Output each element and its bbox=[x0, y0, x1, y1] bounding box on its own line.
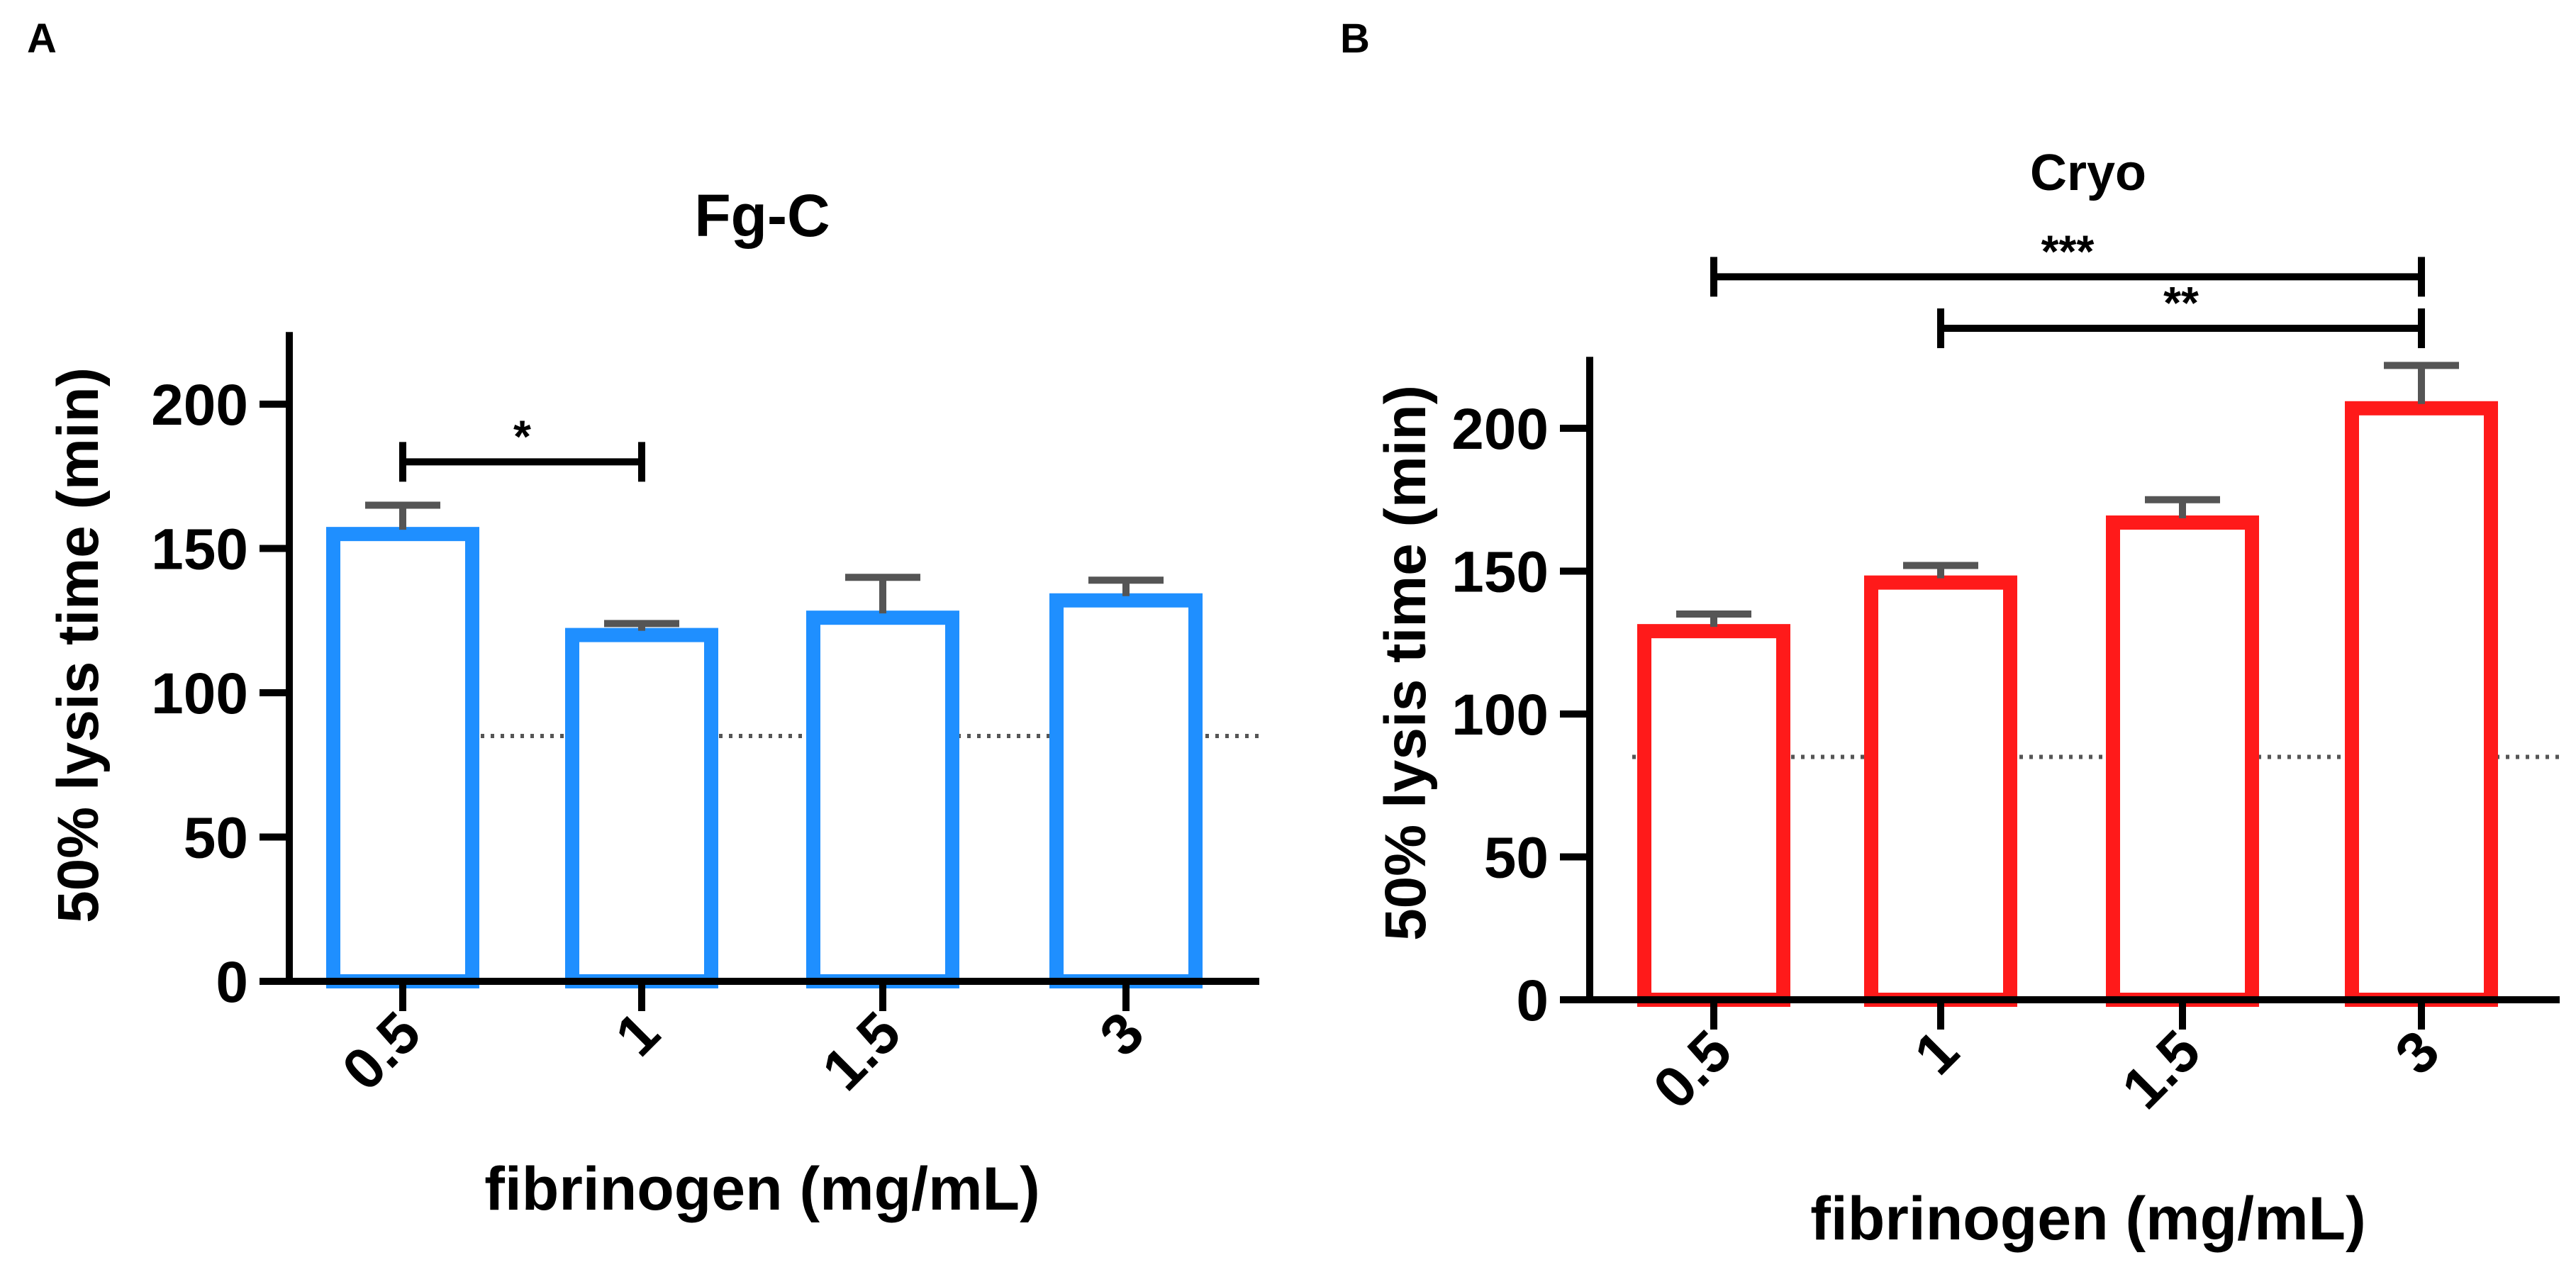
panel-a-ytick-label-3: 150 bbox=[151, 518, 248, 582]
panel-b-error-0 bbox=[1676, 610, 1751, 628]
panel-b-xtick-label-1: 1 bbox=[1902, 1018, 1971, 1087]
panel-a-label: A bbox=[27, 16, 57, 62]
panel-a-ytick-label-2: 100 bbox=[151, 662, 248, 726]
panel-a-xtick-label-1: 1 bbox=[603, 1000, 672, 1069]
panel-b-ytick-label-4: 200 bbox=[1451, 397, 1549, 462]
panel-b-bar-0 bbox=[1637, 624, 1790, 1007]
panel-b-x-axis: 0.5 1 1.5 3 bbox=[1586, 996, 2560, 1121]
panel-a-ytick-label-0: 0 bbox=[216, 950, 248, 1015]
panel-b-xtick-label-3: 3 bbox=[2383, 1018, 2452, 1087]
panel-b-title: Cryo bbox=[2030, 145, 2146, 201]
panel-b-label: B bbox=[1340, 16, 1370, 62]
panel-b-bar-1 bbox=[1864, 575, 2017, 1007]
panel-b-error-2 bbox=[2145, 496, 2220, 518]
panel-a-ytick-label-4: 200 bbox=[151, 373, 248, 437]
panel-b-error-1 bbox=[1903, 562, 1978, 579]
panel-b-bar-3 bbox=[2345, 401, 2498, 1007]
panel-b: B Cryo *** ** bbox=[1340, 16, 2560, 1253]
panel-b-sig-1-label: ** bbox=[2163, 277, 2199, 328]
panel-a-significance: * bbox=[399, 411, 645, 482]
panel-a-sig-label: * bbox=[513, 411, 531, 462]
panel-b-xtick-label-2: 1.5 bbox=[2110, 1018, 2213, 1121]
panel-b-ytick-label-2: 100 bbox=[1451, 683, 1549, 747]
panel-a-bar-1 bbox=[565, 628, 718, 988]
panel-b-xtick-label-0: 0.5 bbox=[1641, 1018, 1744, 1121]
panel-a-error-0 bbox=[365, 501, 440, 530]
panel-b-bar-2 bbox=[2106, 515, 2259, 1007]
panel-a-bar-2 bbox=[806, 610, 959, 988]
panel-b-y-axis: 0 50 100 150 200 bbox=[1451, 357, 1593, 1033]
panel-a-error-3 bbox=[1088, 576, 1164, 596]
panel-a-bar-0 bbox=[326, 527, 479, 988]
panel-a-xtick-label-2: 1.5 bbox=[810, 1000, 913, 1103]
panel-b-sig-0-label: *** bbox=[2041, 225, 2095, 277]
panel-b-ytick-label-1: 50 bbox=[1484, 826, 1549, 891]
panel-a-error-bars bbox=[365, 501, 1164, 631]
panel-b-bars bbox=[1637, 401, 2498, 1007]
panel-a: A Fg-C * 0 50 bbox=[27, 16, 1259, 1223]
panel-a-bars bbox=[326, 527, 1203, 988]
panel-b-ytick-label-0: 0 bbox=[1516, 969, 1549, 1033]
panel-b-significance: *** ** bbox=[1710, 225, 2425, 348]
panel-b-ytick-label-3: 150 bbox=[1451, 540, 1549, 605]
panel-a-title: Fg-C bbox=[694, 182, 830, 249]
panel-b-error-bars bbox=[1676, 362, 2459, 628]
panel-a-xtick-label-0: 0.5 bbox=[330, 1000, 433, 1103]
panel-a-xlabel: fibrinogen (mg/mL) bbox=[484, 1155, 1039, 1223]
panel-a-error-1 bbox=[604, 620, 679, 631]
panel-b-ylabel: 50% lysis time (min) bbox=[1373, 385, 1438, 941]
panel-a-bar-3 bbox=[1049, 593, 1203, 988]
panel-a-ylabel: 50% lysis time (min) bbox=[46, 367, 111, 923]
panel-a-y-axis: 0 50 100 150 200 bbox=[151, 332, 293, 1015]
panel-b-xlabel: fibrinogen (mg/mL) bbox=[1810, 1185, 2365, 1253]
panel-b-error-3 bbox=[2384, 362, 2459, 404]
panel-a-ytick-label-1: 50 bbox=[184, 806, 248, 871]
panel-a-error-2 bbox=[845, 574, 920, 614]
panel-a-xtick-label-3: 3 bbox=[1088, 1000, 1156, 1069]
panel-a-x-axis: 0.5 1 1.5 3 bbox=[286, 978, 1259, 1103]
